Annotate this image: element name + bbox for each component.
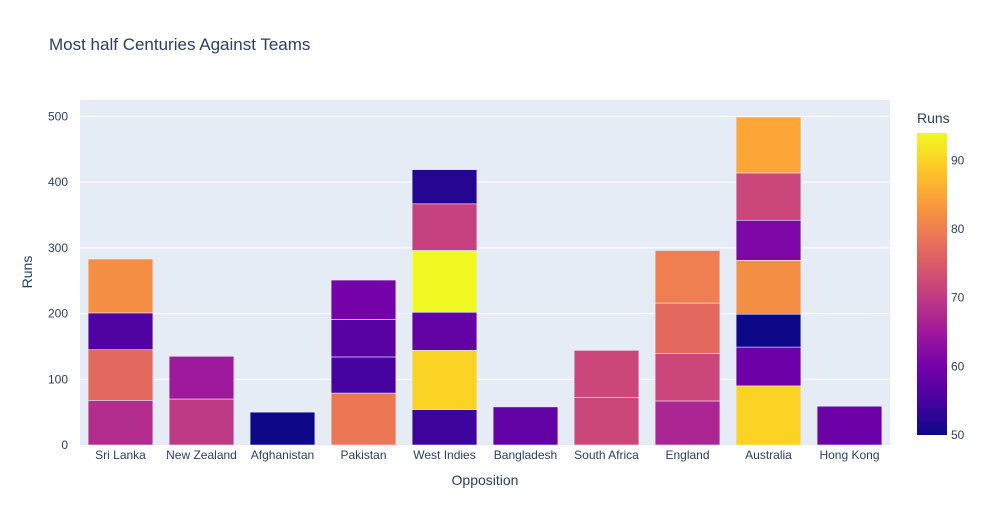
colorbar-tick-label: 90: [951, 153, 965, 167]
bar-segment[interactable]: [249, 411, 316, 446]
bar-segment[interactable]: [735, 116, 802, 174]
bar-segment[interactable]: [654, 400, 721, 446]
x-tick-label: Bangladesh: [494, 448, 557, 462]
y-tick-label: 200: [48, 307, 68, 321]
bar-segment[interactable]: [168, 355, 235, 400]
x-axis-title: Opposition: [452, 472, 519, 488]
bars: [87, 116, 883, 446]
y-tick-label: 100: [48, 372, 68, 386]
colorbar-ticks: 50 60 70 80 90: [951, 153, 965, 442]
bar-segment[interactable]: [411, 203, 478, 251]
bar-segment[interactable]: [654, 302, 721, 354]
x-tick-label: Hong Kong: [819, 448, 879, 462]
x-tick-label: Australia: [745, 448, 792, 462]
colorbar-tick-label: 70: [951, 291, 965, 305]
bar-segment[interactable]: [492, 406, 559, 446]
bar-segment[interactable]: [411, 250, 478, 313]
bar-segment[interactable]: [330, 392, 397, 446]
x-tick-label: West Indies: [413, 448, 475, 462]
bar-segment[interactable]: [411, 169, 478, 205]
y-tick-label: 400: [48, 175, 68, 189]
x-tick-label: Afghanistan: [251, 448, 314, 462]
bar-segment[interactable]: [654, 250, 721, 304]
bar-segment[interactable]: [735, 313, 802, 348]
bar-segment[interactable]: [735, 385, 802, 446]
colorbar-tick-label: 50: [951, 428, 965, 442]
bar-segment[interactable]: [87, 400, 154, 446]
chart-title: Most half Centuries Against Teams: [49, 35, 310, 54]
colorbar-title: Runs: [917, 110, 950, 126]
x-tick-label: England: [665, 448, 709, 462]
y-tick-label: 500: [48, 109, 68, 123]
bar-segment[interactable]: [411, 409, 478, 446]
x-tick-label: New Zealand: [166, 448, 237, 462]
colorbar-tick-label: 60: [951, 359, 965, 373]
colorbar: [917, 133, 947, 435]
y-axis-ticks: 0 100 200 300 400 500: [48, 109, 68, 452]
x-tick-label: South Africa: [574, 448, 639, 462]
bar-segment[interactable]: [87, 349, 154, 401]
bar-segment[interactable]: [330, 319, 397, 358]
bar-segment[interactable]: [735, 219, 802, 261]
bar-segment[interactable]: [735, 172, 802, 221]
y-tick-label: 0: [61, 438, 68, 452]
y-axis-title: Runs: [19, 256, 35, 289]
bar-segment[interactable]: [87, 312, 154, 351]
bar-segment[interactable]: [816, 405, 883, 446]
bar-segment[interactable]: [411, 311, 478, 351]
y-tick-label: 300: [48, 241, 68, 255]
colorbar-tick-label: 80: [951, 222, 965, 236]
bar-segment[interactable]: [411, 350, 478, 410]
bar-segment[interactable]: [735, 346, 802, 387]
x-tick-label: Pakistan: [340, 448, 386, 462]
bar-segment[interactable]: [87, 258, 154, 314]
bar-segment[interactable]: [654, 353, 721, 402]
x-axis-ticks: Sri Lanka New Zealand Afghanistan Pakistan W…: [95, 448, 879, 462]
bar-segment[interactable]: [735, 260, 802, 315]
bar-segment[interactable]: [573, 397, 640, 446]
bar-segment[interactable]: [168, 398, 235, 446]
bar-segment[interactable]: [573, 350, 640, 398]
bar-segment[interactable]: [330, 279, 397, 320]
bar-segment[interactable]: [330, 356, 397, 394]
x-tick-label: Sri Lanka: [95, 448, 146, 462]
